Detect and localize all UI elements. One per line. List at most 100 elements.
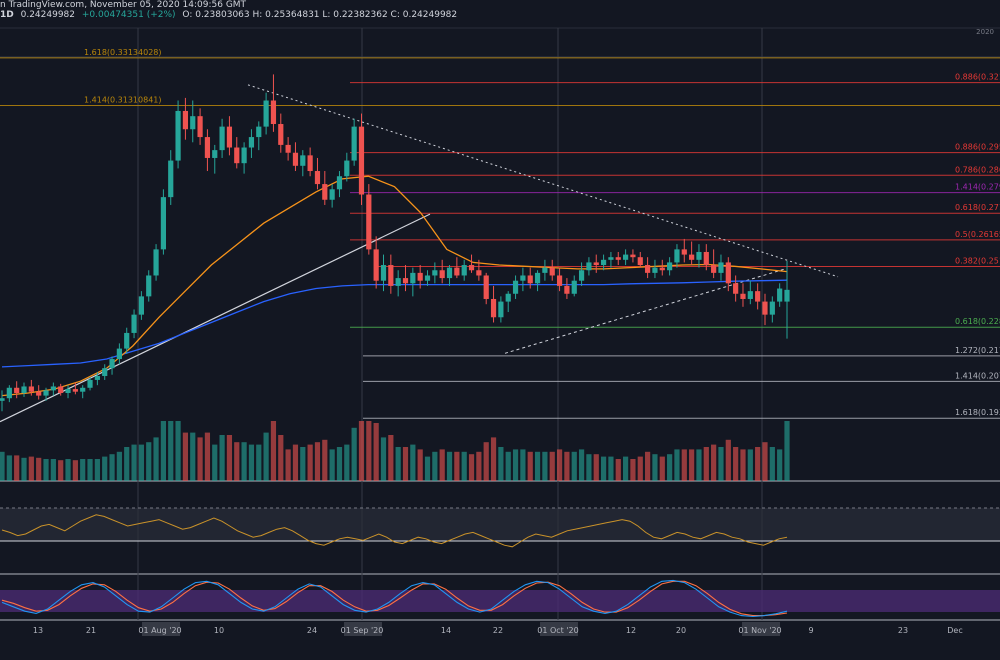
volume-bar	[556, 449, 563, 481]
volume-bar	[703, 447, 709, 481]
fib-level-label: 0.886(0.29502	[955, 143, 1000, 152]
volume-bar	[586, 454, 592, 481]
volume-bar	[593, 454, 599, 481]
candle-body	[681, 249, 687, 255]
volume-bar	[762, 442, 768, 481]
volume-bar	[498, 447, 504, 481]
volume-bar	[718, 447, 724, 481]
volume-bar	[439, 449, 445, 481]
volume-bar	[270, 421, 277, 481]
x-tick-label: 13	[33, 626, 43, 635]
volume-bar	[446, 451, 453, 481]
candle-body	[146, 275, 152, 297]
candle-body	[402, 278, 409, 284]
candle-body	[300, 155, 306, 166]
candle-body	[234, 147, 240, 164]
candle-body	[725, 262, 731, 284]
volume-bar	[615, 459, 621, 481]
interval-label[interactable]: 1D	[0, 10, 14, 20]
volume-bar	[424, 456, 431, 481]
volume-bar	[21, 457, 27, 481]
candle-body	[571, 280, 577, 294]
candle-body	[622, 254, 629, 260]
volume-bar	[468, 454, 475, 481]
candle-body	[21, 386, 27, 393]
candle-body	[292, 152, 299, 166]
volume-bar	[116, 451, 122, 481]
x-tick-label: 10	[214, 626, 224, 635]
candle-body	[373, 249, 379, 281]
volume-bar	[755, 447, 761, 481]
volume-bar	[197, 437, 203, 481]
volume-bar	[65, 459, 71, 481]
candle-body	[6, 387, 12, 399]
candle-body	[366, 194, 372, 250]
volume-bar	[777, 449, 783, 481]
candle-body	[322, 184, 328, 200]
volume-bar	[578, 449, 585, 481]
volume-bar	[490, 437, 497, 481]
candle-body	[109, 359, 115, 369]
x-tick-label: 24	[307, 626, 317, 635]
volume-bar	[6, 455, 12, 481]
candle-body	[241, 147, 247, 164]
volume-bar	[667, 454, 673, 481]
volume-bar	[307, 444, 313, 481]
volume-bar	[322, 439, 328, 481]
candle-body	[50, 386, 56, 391]
ohlc-readout: O: 0.23803063 H: 0.25364831 L: 0.2238236…	[182, 10, 458, 20]
volume-bar	[226, 435, 233, 481]
candle-body	[549, 267, 555, 276]
candle-body	[307, 155, 313, 172]
volume-bar	[402, 447, 409, 481]
volume-bar	[747, 449, 753, 481]
volume-bar	[87, 459, 93, 481]
candle-body	[94, 376, 100, 380]
price-change: +0.00474351 (+2%)	[81, 10, 176, 20]
moving-average-orange	[1, 175, 788, 397]
volume-bar	[711, 444, 717, 481]
candle-body	[454, 267, 460, 276]
volume-bar	[681, 449, 687, 481]
candle-body	[696, 251, 702, 260]
x-tick-label: 12	[626, 626, 636, 635]
volume-bar	[432, 451, 438, 481]
fib-level-label: 0.618(0.27185	[955, 203, 1000, 212]
stoch-d-line	[1, 580, 788, 617]
volume-bar	[248, 444, 255, 481]
volume-bar	[351, 427, 357, 481]
candle-body	[586, 262, 592, 271]
candle-body	[512, 280, 519, 294]
volume-bar	[740, 449, 746, 481]
x-tick-label: 22	[493, 626, 503, 635]
volume-bar	[512, 449, 519, 481]
candle-body	[116, 348, 122, 360]
candle-body	[124, 332, 130, 349]
volume-bar	[769, 447, 775, 481]
volume-bar	[373, 423, 379, 481]
candle-body	[102, 368, 108, 377]
volume-bar	[43, 459, 49, 481]
x-tick-highlight	[742, 622, 780, 636]
rsi-band	[0, 508, 1000, 541]
candle-body	[637, 257, 643, 266]
candle-body	[645, 265, 651, 273]
volume-bar	[417, 449, 423, 481]
volume-bar	[380, 437, 387, 481]
volume-bar	[278, 435, 284, 481]
volume-bar	[124, 447, 130, 481]
candle-body	[615, 257, 621, 260]
x-tick-label: 20	[676, 626, 686, 635]
volume-bar	[564, 451, 570, 481]
volume-bar	[542, 451, 548, 481]
x-tick-highlight	[540, 622, 578, 636]
volume-bar	[160, 421, 167, 481]
volume-bar	[263, 432, 269, 481]
candle-body	[65, 389, 71, 393]
candle-body	[468, 265, 475, 271]
candle-body	[72, 389, 78, 392]
candle-body	[278, 124, 284, 145]
x-tick-label: Dec	[947, 626, 962, 635]
candle-body	[204, 137, 211, 158]
